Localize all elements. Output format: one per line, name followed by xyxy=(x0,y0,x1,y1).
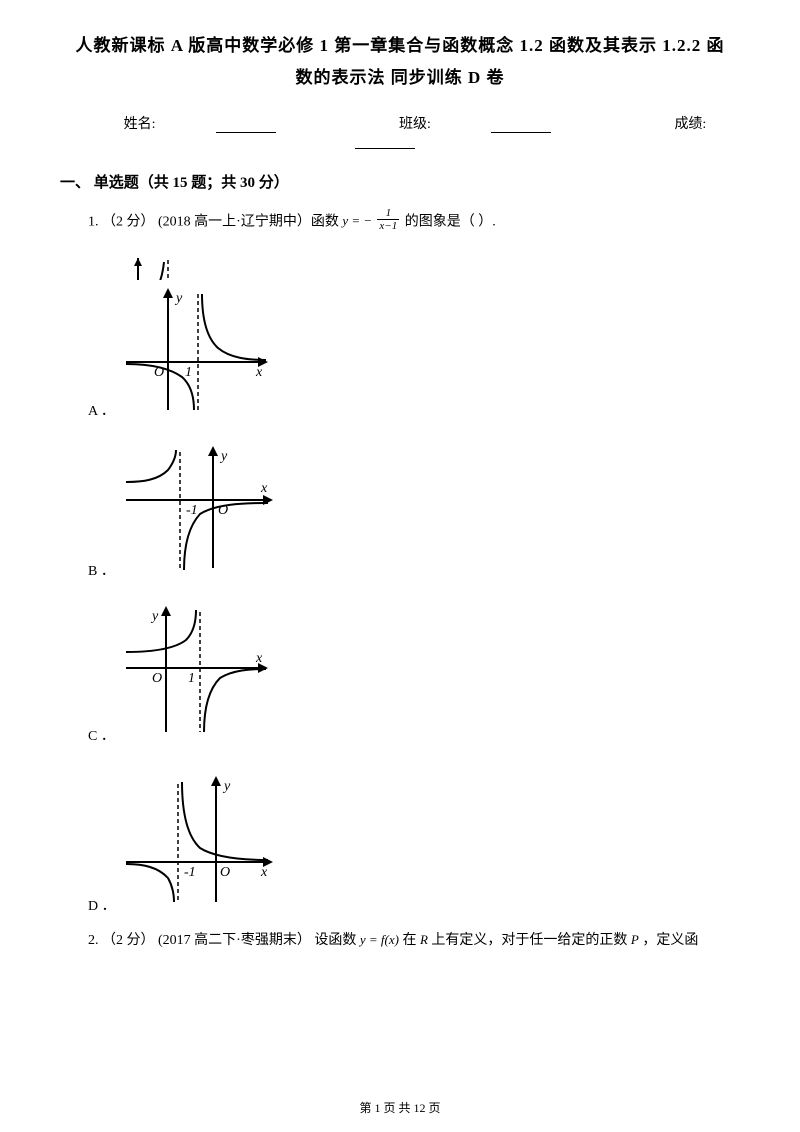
svg-text:-1: -1 xyxy=(184,865,196,880)
q1-formula: y = − 1x−1 xyxy=(342,210,401,234)
title-line-2: 数的表示法 同步训练 D 卷 xyxy=(295,68,504,87)
page-title: 人教新课标 A 版高中数学必修 1 第一章集合与函数概念 1.2 函数及其表示 … xyxy=(60,30,740,95)
q2-eq: = xyxy=(366,932,381,947)
page-footer: 第 1 页 共 12 页 xyxy=(0,1099,800,1116)
class-blank[interactable] xyxy=(491,132,551,133)
svg-text:y: y xyxy=(174,291,183,306)
svg-text:y: y xyxy=(219,449,228,464)
title-line-1: 人教新课标 A 版高中数学必修 1 第一章集合与函数概念 1.2 函数及其表示 … xyxy=(75,36,724,55)
q2-p: P xyxy=(631,930,639,951)
class-label: 班级: xyxy=(399,117,431,132)
q1-num: 1 xyxy=(377,208,399,220)
q1-suffix: 的图象是（ ）. xyxy=(405,214,496,229)
question-1: 1. （2 分） (2018 高一上·辽宁期中）函数 y = − 1x−1 的图… xyxy=(88,210,740,234)
name-blank[interactable] xyxy=(216,132,276,133)
section-header: 一、 单选题（共 15 题；共 30 分） xyxy=(60,171,740,192)
svg-text:y: y xyxy=(150,609,159,624)
svg-text:x: x xyxy=(255,365,263,380)
svg-text:O: O xyxy=(220,865,230,880)
q2-mid: 在 xyxy=(402,933,420,948)
q1-eq: = − xyxy=(348,213,375,228)
name-label: 姓名: xyxy=(124,117,156,132)
q2-fx: f(x) xyxy=(381,932,399,947)
info-line: 姓名: 班级: 成绩: xyxy=(60,113,740,149)
option-d-label[interactable]: D ． xyxy=(88,895,116,915)
graph-a-svg: y x O 1 xyxy=(118,282,273,417)
score-blank[interactable] xyxy=(355,148,415,149)
svg-text:y: y xyxy=(222,779,231,794)
svg-text:-1: -1 xyxy=(186,503,198,518)
svg-text:O: O xyxy=(152,671,162,686)
graph-c-svg: y x O 1 xyxy=(118,600,273,740)
q1-prefix: 1. （2 分） (2018 高一上·辽宁期中）函数 xyxy=(88,214,342,229)
q2-r: R xyxy=(420,930,428,951)
q2-prefix: 2. （2 分） (2017 高二下·枣强期末） 设函数 xyxy=(88,933,360,948)
question-2: 2. （2 分） (2017 高二下·枣强期末） 设函数 y = f(x) 在 … xyxy=(88,930,728,952)
q2-mid2: 上有定义，对于任一给定的正数 xyxy=(431,933,631,948)
option-c-label[interactable]: C ． xyxy=(88,725,115,745)
svg-text:x: x xyxy=(260,865,268,880)
q1-den: x−1 xyxy=(377,220,399,232)
graph-d-svg: y x O -1 xyxy=(118,770,278,910)
svg-text:1: 1 xyxy=(185,365,192,380)
score-label: 成绩: xyxy=(674,117,706,132)
svg-text:1: 1 xyxy=(188,671,195,686)
q2-suffix: ，定义函 xyxy=(642,933,698,948)
svg-text:x: x xyxy=(255,651,263,666)
option-a-label-2[interactable]: A ． xyxy=(88,400,115,420)
option-b-label[interactable]: B ． xyxy=(88,560,115,580)
graph-b-svg: y x O -1 xyxy=(118,440,278,575)
svg-text:x: x xyxy=(260,481,268,496)
